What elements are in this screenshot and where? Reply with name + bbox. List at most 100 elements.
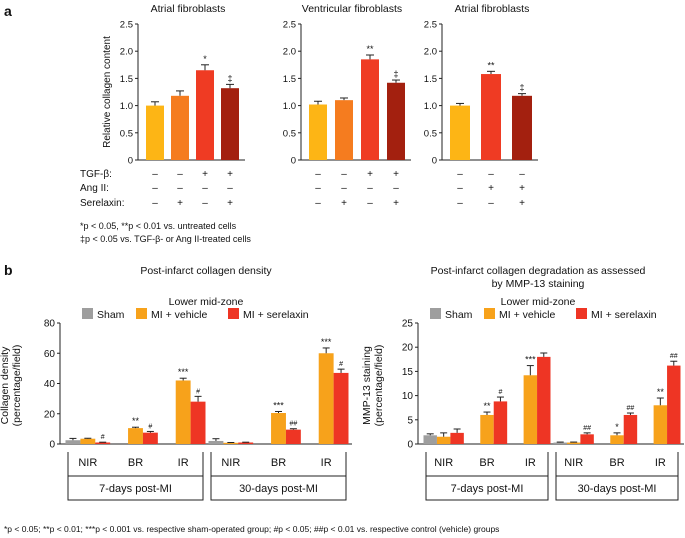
bar-mi-vehicle bbox=[175, 380, 191, 444]
legend-label: MI + vehicle bbox=[151, 309, 207, 321]
treatment-ang-sign: – bbox=[341, 183, 347, 194]
y-tick-label: 25 bbox=[402, 319, 414, 330]
y-axis-label-line: (percentage/field) bbox=[11, 345, 23, 427]
bar-mi-vehicle bbox=[80, 438, 96, 444]
group-bracket-lower bbox=[210, 476, 347, 501]
y-tick-label: 0 bbox=[407, 440, 413, 451]
legend-label: Sham bbox=[445, 309, 473, 321]
significance-marker: # bbox=[148, 423, 152, 430]
group-label: 30-days post-MI bbox=[239, 483, 318, 495]
treatment-ser-sign: + bbox=[341, 198, 347, 209]
y-tick-label: 1.0 bbox=[283, 101, 296, 112]
y-tick-label: 2.0 bbox=[120, 47, 133, 58]
bar-sham bbox=[553, 442, 567, 444]
treatment-tgf-sign: – bbox=[177, 169, 183, 180]
significance-marker: ## bbox=[670, 353, 678, 360]
significance-marker: ‡ bbox=[393, 69, 398, 79]
significance-marker: ** bbox=[487, 60, 495, 70]
group-label: 7-days post-MI bbox=[451, 483, 524, 495]
bar-sham bbox=[423, 435, 437, 444]
legend: Sham MI + vehicle MI + serelaxin bbox=[430, 308, 657, 321]
bar-mi-serelaxin bbox=[142, 432, 158, 444]
y-tick-label: 0 bbox=[291, 156, 296, 167]
category-label: IR bbox=[321, 457, 332, 469]
bar-mi-vehicle bbox=[566, 442, 581, 444]
significance-marker: ‡ bbox=[227, 73, 232, 83]
y-tick-label: 0.5 bbox=[120, 128, 133, 139]
bar-mi-vehicle bbox=[271, 412, 286, 444]
treatment-ang-sign: – bbox=[177, 183, 183, 194]
y-axis-label-line: MMP-13 staining bbox=[361, 346, 373, 425]
significance-marker: * bbox=[203, 54, 207, 64]
chart-title: Atrial fibroblasts bbox=[455, 3, 530, 15]
y-axis-label: Relative collagen content bbox=[102, 36, 113, 148]
legend-swatch bbox=[430, 308, 441, 319]
y-tick-label: 2.0 bbox=[283, 47, 296, 58]
panel-a-footnote-2: ‡p < 0.05 vs. TGF-β- or Ang II-treated c… bbox=[80, 234, 251, 244]
treatment-ser-sign: – bbox=[315, 198, 321, 209]
bar-mi-vehicle bbox=[128, 428, 143, 444]
bar-mi-vehicle bbox=[480, 414, 494, 444]
panel-a-chart-1: Atrial fibroblasts 0 0.5 1.0 1.5 2.0 2.5 Relati… bbox=[102, 3, 245, 209]
treatment-tgf-sign: – bbox=[488, 169, 494, 180]
treatment-ser-sign: + bbox=[393, 198, 399, 209]
y-tick-label: 40 bbox=[44, 379, 56, 390]
y-tick-label: 1.5 bbox=[120, 74, 133, 85]
significance-marker: ** bbox=[366, 44, 374, 54]
treatment-ser-sign: – bbox=[202, 198, 208, 209]
bar-mi-vehicle bbox=[223, 442, 239, 444]
bar bbox=[335, 100, 353, 160]
significance-marker: *** bbox=[273, 400, 284, 410]
panel-b-footnote: *p < 0.05; **p < 0.01; ***p < 0.001 vs. … bbox=[4, 524, 499, 534]
y-axis-label-line: (percentage/field) bbox=[373, 345, 385, 427]
y-tick-label: 20 bbox=[44, 409, 56, 420]
treatment-ser-sign: + bbox=[177, 198, 183, 209]
chart-title: Ventricular fibroblasts bbox=[302, 3, 402, 15]
significance-marker: # bbox=[339, 361, 343, 368]
bar bbox=[450, 105, 470, 160]
y-axis-label-line: Collagen density bbox=[0, 346, 11, 424]
bar-mi-serelaxin bbox=[190, 401, 206, 444]
category-label: BR bbox=[479, 457, 494, 469]
group-label: 30-days post-MI bbox=[578, 483, 657, 495]
legend-label: MI + serelaxin bbox=[591, 309, 657, 321]
chart-title-line: by MMP-13 staining bbox=[492, 278, 585, 290]
treatment-tgf-sign: – bbox=[152, 169, 158, 180]
legend-swatch bbox=[484, 308, 495, 319]
treatment-tgf-sign: + bbox=[367, 169, 373, 180]
category-label: NIR bbox=[78, 457, 97, 469]
treatment-ang-sign: – bbox=[367, 183, 373, 194]
row-label-serelaxin: Serelaxin: bbox=[80, 198, 124, 209]
y-tick-label: 2.5 bbox=[283, 20, 296, 31]
y-tick-label: 1.0 bbox=[424, 101, 437, 112]
bar-sham bbox=[65, 440, 81, 444]
legend-swatch bbox=[228, 308, 239, 319]
legend-swatch bbox=[82, 308, 93, 319]
treatment-tgf-sign: – bbox=[341, 169, 347, 180]
chart-subtitle: Lower mid-zone bbox=[169, 296, 244, 308]
significance-marker: ## bbox=[289, 421, 297, 428]
panel-label-b: b bbox=[4, 262, 13, 278]
treatment-tgf-sign: + bbox=[202, 169, 208, 180]
bar-mi-serelaxin bbox=[580, 434, 594, 444]
group-label: 7-days post-MI bbox=[99, 483, 172, 495]
significance-marker: # bbox=[101, 434, 105, 441]
category-label: NIR bbox=[434, 457, 453, 469]
legend-label: MI + vehicle bbox=[499, 309, 555, 321]
chart-title-line: Post-infarct collagen density bbox=[140, 265, 272, 277]
significance-marker: ## bbox=[583, 425, 591, 432]
group-bracket-lower bbox=[67, 476, 204, 501]
significance-marker: ** bbox=[657, 387, 665, 397]
y-tick-label: 1.0 bbox=[120, 101, 133, 112]
y-tick-label: 15 bbox=[402, 367, 414, 378]
y-tick-label: 0 bbox=[49, 440, 55, 451]
y-tick-label: 1.5 bbox=[283, 74, 296, 85]
legend: Sham MI + vehicle MI + serelaxin bbox=[82, 308, 309, 321]
y-tick-label: 2.5 bbox=[424, 20, 437, 31]
bar bbox=[387, 82, 405, 160]
bar-sham bbox=[208, 440, 224, 444]
bar-mi-serelaxin bbox=[450, 432, 464, 444]
panel-b-chart-1: Post-infarct collagen density Lower mid-z… bbox=[0, 265, 352, 501]
row-label-tgf: TGF-β: bbox=[80, 169, 112, 180]
